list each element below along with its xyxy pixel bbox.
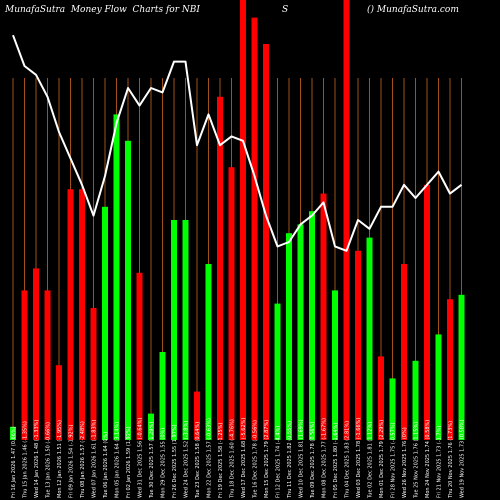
x-tick-label: Wed 26 Nov 2025 1.76 (0%) [402,427,408,498]
flow-bar [159,352,166,440]
flow-bar [102,206,108,440]
price-line [12,34,463,252]
flow-bar [435,334,442,440]
flow-bar [56,365,62,440]
flow-bar [205,264,212,440]
flow-bar [320,193,327,440]
x-tick-label: Wed 14 Jan 2026 1.48 (-1.33%) [34,420,40,498]
x-tick-label: Fri 12 Dec 2025 1.74 (-4.4%) [276,426,282,498]
flow-bar [10,426,16,440]
x-tick-label: Tue 16 Dec 2025 1.78 (-0.56%) [253,420,259,499]
x-tick-label: Mon 29 Dec 2025 1.55 (0%) [161,428,167,498]
x-tick-label: Tue 13 Jan 2026 1.50 (-0.66%) [46,422,52,499]
x-tick-label: Tue 06 Jan 2026 1.64 (0%) [103,432,109,499]
x-tick-label: Fri 19 Dec 2025 1.58 (-1.25%) [218,423,224,498]
flow-bar [113,114,120,441]
x-tick-label: Wed 24 Dec 2025 1.52 (-3.8%) [184,421,190,498]
x-tick-label: Fri 09 Jan 2026 1.54 (-1.92%) [69,425,75,498]
x-tick-label: Fri 28 Nov 2025 1.75 (-0.57%) [391,422,397,498]
x-tick-label: Fri 21 Nov 2025 1.73 (-1.7%) [437,426,443,498]
flow-bar [297,224,304,440]
ticker-symbol: S [282,5,289,15]
x-tick-label: Mon 01 Dec 2025 1.79 (2.29%) [379,420,385,498]
flow-bar [194,391,200,440]
x-tick-label: Thu 04 Dec 2025 1.83 (2.81%) [345,421,351,499]
flow-bar [136,272,143,440]
flow-bar [21,290,28,440]
flow-bar [263,44,269,440]
x-tick-label: Mon 22 Dec 2025 1.57 (-0.63%) [207,418,213,498]
flow-bar [389,378,396,440]
flow-bar [217,96,223,441]
flow-bar [171,220,177,440]
flow-bar [309,211,315,440]
x-tick-label: Mon 05 Jan 2026 1.64 (3.14%) [115,422,121,498]
flow-bar [90,308,97,440]
flow-bar [228,167,235,440]
flow-bar [286,233,292,440]
x-tick-label: Wed 17 Dec 2025 1.68 (-5.62%) [241,418,247,498]
x-tick-label: Tue 25 Nov 2025 1.76 (1.15%) [414,422,420,499]
flow-bar [366,237,373,440]
x-tick-label: Fri 05 Dec 2025 1.80 (-1.64%) [333,423,339,498]
x-tick-label: Thu 20 Nov 2025 1.76 (1.73%) [448,421,454,499]
flow-bar [182,220,189,440]
flow-bar [401,264,407,440]
x-tick-label: Wed 31 Dec 2025 1.56 (-0.64%) [138,418,144,498]
x-tick-label: Thu 08 Jan 2026 1.57 (-2.48%) [80,421,86,499]
flow-bar [251,17,258,440]
x-tick-label: Mon 24 Nov 2025 1.74 (0.58%) [425,420,431,498]
flow-bar [332,290,338,440]
flow-bar [79,189,85,440]
flow-bar [378,356,384,440]
x-tick-label: Mon 12 Jan 2026 1.51 (-1.95%) [57,420,63,498]
flow-bar [44,290,51,440]
flow-bar [424,184,430,440]
x-tick-label: Fri 26 Dec 2025 1.55 (1.97%) [172,424,178,498]
x-tick-label: Thu 18 Dec 2025 1.60 (-4.76%) [230,419,236,499]
x-tick-label: Tue 09 Dec 2025 1.78 (0.56%) [310,422,316,499]
x-tick-label: Mon 08 Dec 2025 1.77 (-1.67%) [322,418,328,498]
chart-title: MunafaSutra Money Flow Charts for NBI [5,5,200,15]
x-tick-label: Fri 16 Jan 2026 1.47 (0.86%) [11,426,17,498]
x-tick-label: Tue 23 Dec 2025 1.58 (0.64%) [195,422,201,499]
x-tick-label: Thu 15 Jan 2026 1.46 (-1.35%) [23,421,29,499]
x-tick-label: Wed 07 Jan 2026 1.61 (-1.83%) [92,420,98,498]
x-tick-label: Tue 30 Dec 2025 1.57 (1.29%) [149,422,155,499]
x-tick-label: Mon 15 Dec 2025 1.79 (2.87%) [264,420,270,498]
flow-bar [458,294,465,440]
flow-bar [355,250,361,440]
x-tick-label: Wed 19 Nov 2025 1.73 (0.58%) [460,419,466,498]
flow-bar [33,268,39,440]
brand-credit: () MunafaSutra.com [367,5,459,15]
flow-bar [274,303,281,440]
x-tick-label: Thu 11 Dec 2025 1.82 (0.55%) [287,421,293,499]
flow-bar [125,140,131,441]
flow-bar [148,413,154,440]
x-tick-label: Tue 02 Dec 2025 1.81 (1.12%) [368,422,374,499]
flow-bar [240,0,246,440]
flow-bar [343,0,350,440]
flow-bar [67,189,74,440]
flow-bar [447,299,453,440]
flow-bar [412,360,419,440]
x-tick-label: Wed 10 Dec 2025 1.81 (1.69%) [299,419,305,498]
x-tick-label: Fri 02 Jan 2026 1.59 (1.92%) [126,426,132,498]
x-tick-label: Wed 03 Dec 2025 1.78 (-1.66%) [356,418,362,498]
